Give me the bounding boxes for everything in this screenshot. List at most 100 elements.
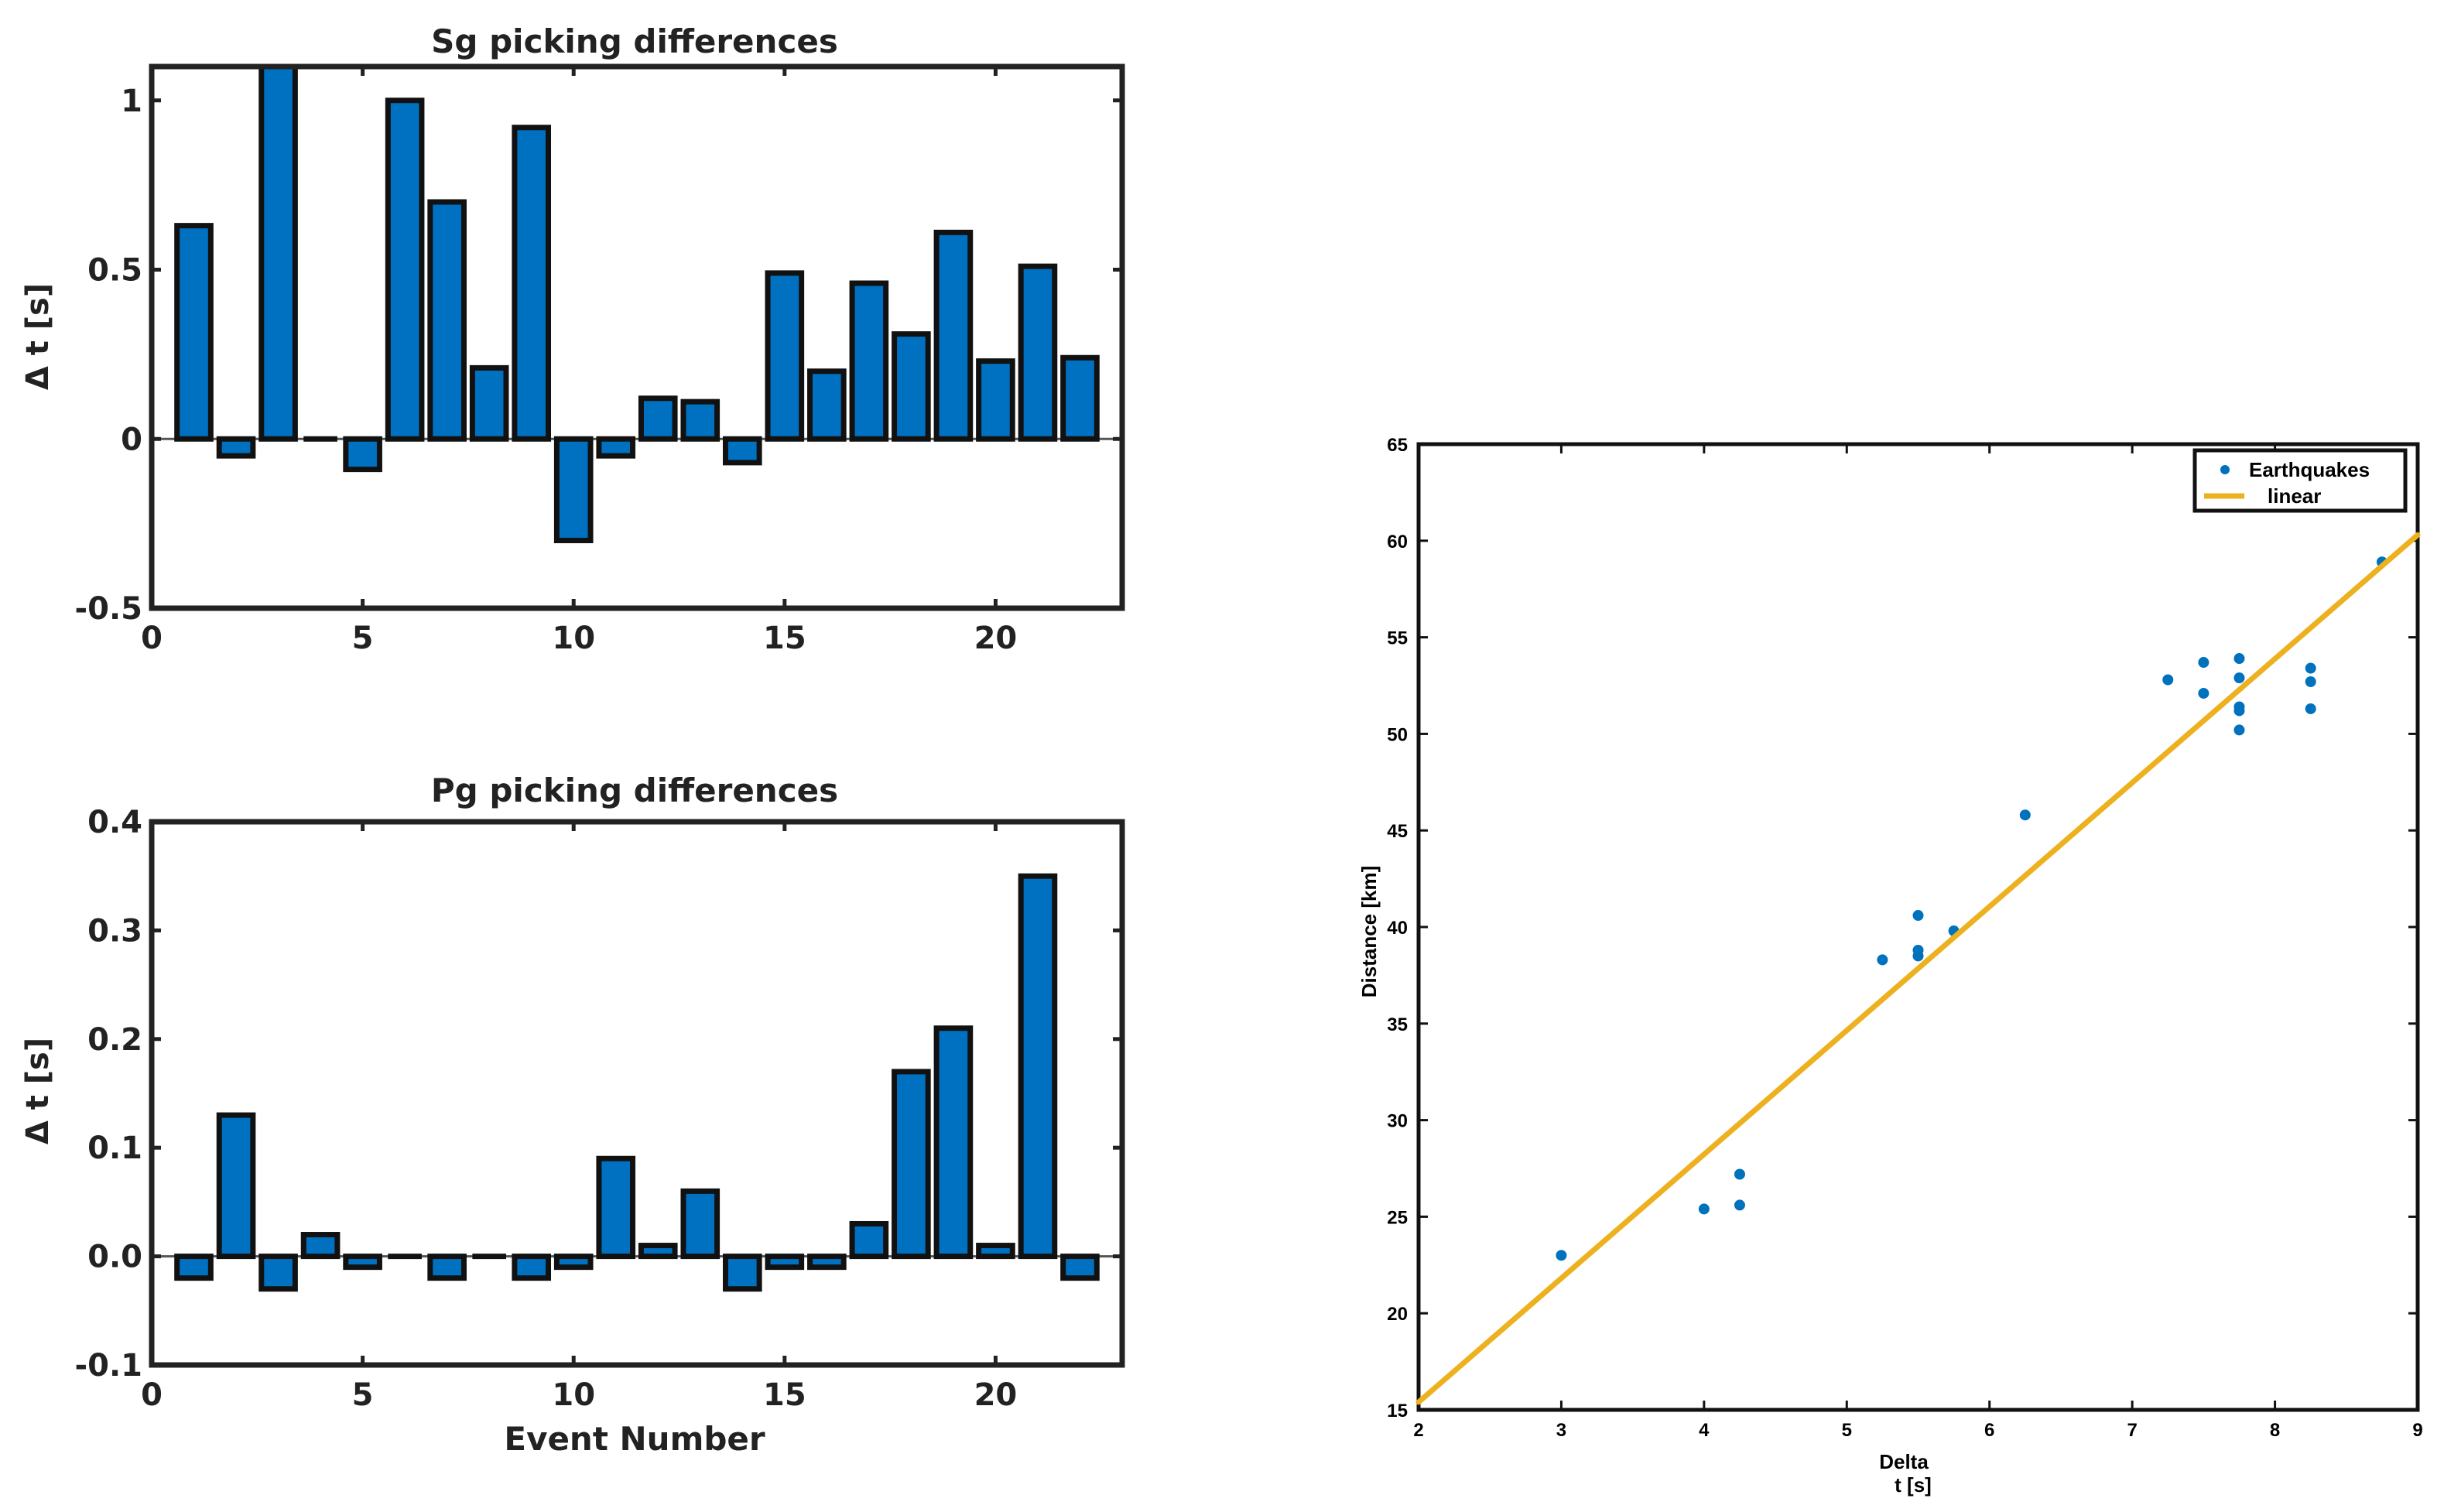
distance-x-axis-label-line2: t [s]: [1895, 1473, 1932, 1497]
pg-bar: [933, 1025, 974, 1260]
pg-y-tick-label: 0.0: [87, 1240, 142, 1275]
distance-y-tick-label: 55: [1387, 628, 1408, 649]
distance-y-tick-label: 30: [1387, 1111, 1408, 1132]
distance-y-tick-label: 15: [1387, 1401, 1408, 1421]
sg-x-tick-label: 15: [763, 621, 806, 656]
sg-y-tick-label: 1: [121, 84, 142, 119]
pg-bar: [765, 1254, 805, 1271]
pg-y-tick-label: -0.1: [75, 1348, 142, 1384]
pg-bar: [638, 1243, 678, 1260]
distance-x-tick-label: 4: [1699, 1420, 1710, 1441]
legend-label-earthquakes: Earthquakes: [2249, 458, 2370, 481]
sg-bar: [427, 199, 467, 442]
pg-x-tick-label: 15: [763, 1377, 806, 1413]
distance-x-tick-label: 2: [1413, 1420, 1423, 1441]
distance-x-ticks: 2 3 4 5 6 7 8 9: [1413, 444, 2423, 1441]
earthquake-points: [1556, 556, 2388, 1261]
sg-bar: [596, 436, 636, 459]
pg-y-tick-label: 0.4: [87, 805, 142, 840]
distance-y-tick-label: 50: [1387, 724, 1408, 745]
sg-axes-box: [149, 63, 1125, 611]
pg-bar: [976, 1243, 1015, 1260]
pg-bar: [174, 1254, 214, 1281]
pg-x-ticks: 0 5 10 15 20: [141, 822, 1017, 1413]
sg-bar: [680, 399, 721, 442]
pg-bar: [596, 1155, 636, 1260]
pg-x-tick-label: 10: [552, 1377, 595, 1413]
sg-bar: [385, 97, 425, 442]
earthquake-point: [1912, 944, 1924, 956]
sg-y-ticks: -0.5 0 0.5 1: [75, 84, 1122, 627]
earthquake-point: [2233, 701, 2245, 713]
sg-bar: [722, 436, 762, 466]
distance-y-tick-label: 45: [1387, 821, 1408, 842]
legend-box: [2192, 448, 2408, 513]
distance-x-tick-label: 6: [1984, 1420, 1994, 1441]
distance-y-tick-label: 40: [1387, 918, 1408, 939]
sg-bar: [512, 125, 552, 442]
pg-bar: [1060, 1254, 1100, 1281]
pg-bars: [174, 873, 1100, 1292]
pg-y-axis-label: Δ t [s]: [20, 1038, 56, 1144]
pg-bar: [807, 1254, 847, 1271]
sg-bar: [216, 436, 256, 459]
sg-bar: [1060, 354, 1100, 442]
distance-y-tick-label: 60: [1387, 532, 1408, 552]
earthquake-point: [2233, 653, 2245, 665]
sg-axes: [149, 63, 1125, 611]
distance-y-ticks: 15 20 25 30 35 40 45 50 55 60 65: [1387, 435, 2418, 1421]
pg-y-tick-label: 0.2: [87, 1022, 142, 1058]
sg-y-axis-label: Δ t [s]: [20, 283, 56, 390]
earthquake-point: [1877, 954, 1888, 966]
pg-bar: [216, 1112, 256, 1260]
earthquake-point: [2019, 809, 2031, 821]
distance-x-axis-label-line1: Delta: [1879, 1450, 1929, 1473]
distance-x-tick-label: 8: [2270, 1420, 2280, 1441]
pg-bar: [680, 1188, 721, 1260]
pg-y-tick-label: 0.3: [87, 913, 142, 949]
sg-bar: [765, 270, 805, 442]
sg-bar: [258, 63, 298, 442]
sg-x-tick-label: 10: [552, 621, 595, 656]
sg-bar: [343, 436, 382, 473]
sg-x-tick-label: 5: [352, 621, 374, 656]
earthquake-point: [2305, 676, 2316, 688]
pg-bar: [892, 1069, 931, 1260]
pg-chart: Pg picking differences Δ t [s] Event Num…: [20, 771, 1125, 1458]
pg-bar: [722, 1254, 762, 1292]
sg-bar: [849, 280, 889, 442]
legend-label-linear: linear: [2268, 484, 2321, 508]
distance-x-tick-label: 9: [2412, 1420, 2422, 1441]
sg-chart: Sg picking differences Δ t [s] 0 5 10 15 20 …: [20, 22, 1125, 656]
pg-bar: [553, 1254, 594, 1271]
distance-y-tick-label: 65: [1387, 435, 1408, 456]
distance-x-tick-label: 3: [1556, 1420, 1566, 1441]
earthquake-point: [2305, 703, 2316, 714]
sg-bar: [174, 223, 214, 442]
sg-y-tick-label: 0.5: [87, 253, 142, 289]
sg-bar: [976, 358, 1015, 442]
earthquake-point: [1734, 1168, 1745, 1180]
pg-y-tick-label: 0.1: [87, 1131, 142, 1166]
sg-bars: [174, 63, 1100, 543]
distance-y-tick-label: 25: [1387, 1207, 1408, 1228]
pg-x-tick-label: 20: [974, 1377, 1018, 1413]
sg-x-tick-label: 20: [974, 621, 1018, 656]
earthquake-point: [1734, 1199, 1745, 1211]
sg-bar: [807, 368, 847, 442]
linear-fit-line: [1415, 532, 2421, 1405]
distance-y-tick-label: 35: [1387, 1014, 1408, 1035]
pg-bar: [849, 1220, 889, 1260]
pg-x-tick-label: 0: [141, 1377, 163, 1413]
pg-chart-title: Pg picking differences: [431, 771, 838, 809]
earthquake-point: [2233, 724, 2245, 736]
linear-fit: [1415, 532, 2421, 1405]
pg-axes-box: [149, 819, 1125, 1368]
pg-bar: [300, 1232, 341, 1260]
pg-bar: [258, 1254, 298, 1292]
distance-y-axis-label: Distance [km]: [1357, 866, 1381, 998]
distance-x-tick-label: 7: [2127, 1420, 2137, 1441]
